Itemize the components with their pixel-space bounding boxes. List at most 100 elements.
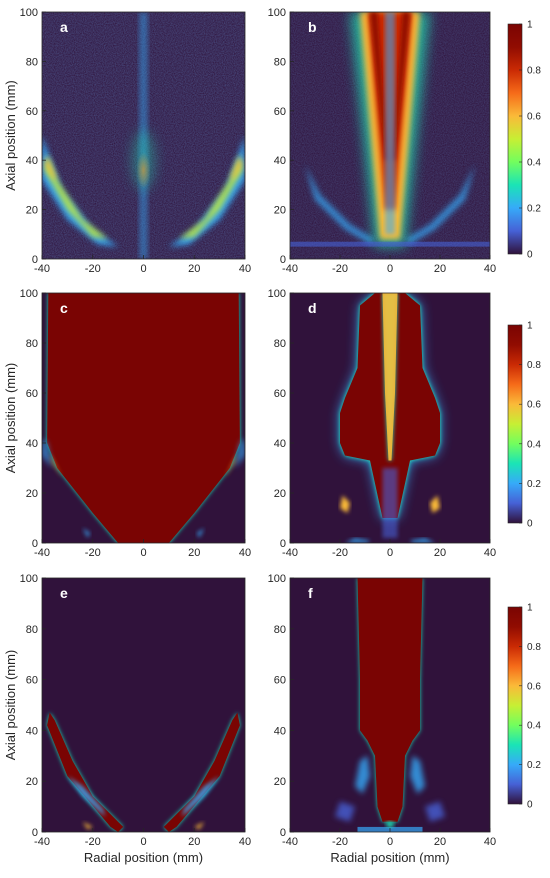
x-axis-label: Radial position (mm)	[84, 850, 203, 865]
x-tick-label: 40	[484, 547, 496, 559]
colorbar-tick-label: 0.2	[527, 204, 541, 215]
y-tick-label: 60	[26, 675, 38, 687]
y-tick-label: 60	[274, 675, 286, 687]
x-tick-label: -20	[332, 263, 348, 275]
y-tick-label: 40	[26, 155, 38, 167]
x-tick-label: 20	[188, 263, 200, 275]
panel-letter: d	[308, 300, 317, 316]
x-tick-label: -40	[282, 263, 298, 275]
panel-f: 0 20 40 60 80 100 -40 -20 0 20 40 f Radial position …	[268, 573, 496, 865]
base-scatter	[425, 801, 445, 822]
base-spot	[410, 538, 435, 543]
y-tick-label: 60	[26, 388, 38, 400]
y-tick-label: 80	[26, 56, 38, 68]
colorbar: 0 0.2 0.4 0.6 0.8 1	[507, 20, 541, 261]
y-tick-label: 0	[280, 538, 286, 550]
colorbar-gradient	[507, 23, 523, 255]
x-tick-label: 0	[140, 263, 146, 275]
y-axis-label: Axial position (mm)	[3, 80, 18, 191]
y-tick-label: 40	[274, 438, 286, 450]
panel-letter: a	[60, 19, 68, 35]
side-plume	[355, 755, 370, 794]
band-gap	[67, 776, 106, 817]
colorbar-tick-label: 0.4	[527, 439, 541, 450]
x-tick-label: -40	[282, 547, 298, 559]
y-tick-label: 40	[274, 155, 286, 167]
x-axis-label: Radial position (mm)	[330, 850, 449, 865]
y-tick-label: 80	[26, 624, 38, 636]
y-tick-label: 100	[20, 7, 38, 19]
colorbar-tick-label: 1	[527, 20, 533, 31]
x-tick-label: 40	[239, 836, 251, 848]
panel-b: 0 20 40 60 80 100 -40 -20 0 20 40 b	[268, 7, 496, 275]
edge-fringe	[42, 438, 53, 468]
y-tick-label: 80	[274, 338, 286, 350]
colorbar-gradient	[507, 606, 523, 805]
x-tick-label: -40	[34, 836, 50, 848]
panel-a: 0 20 40 60 80 100 -40 -20 0 20 40 a Axial position (…	[3, 7, 251, 275]
x-tick-label: 40	[239, 547, 251, 559]
colorbar-tick-label: 0.4	[527, 721, 541, 732]
x-tick-label: 0	[387, 263, 393, 275]
colorbar-tick-label: 1	[527, 603, 533, 614]
y-tick-label: 20	[274, 488, 286, 500]
y-tick-label: 60	[26, 106, 38, 118]
colorbar-tick-label: 0.6	[527, 681, 541, 692]
y-tick-label: 20	[26, 205, 38, 217]
saturated-column	[357, 578, 423, 822]
panel-letter: f	[308, 585, 313, 601]
panel-e-image	[42, 578, 245, 832]
band-gap	[181, 776, 220, 817]
y-axis-label: Axial position (mm)	[3, 650, 18, 761]
colorbar-tick-label: 0.6	[527, 112, 541, 123]
x-tick-label: 40	[484, 263, 496, 275]
y-tick-label: 20	[26, 776, 38, 788]
panel-b-image	[290, 12, 490, 259]
spray-wing-peak	[229, 155, 243, 180]
y-tick-label: 40	[26, 438, 38, 450]
saturated-band	[163, 712, 240, 832]
band-tail	[82, 821, 93, 830]
y-tick-label: 40	[26, 725, 38, 737]
edge-fringe	[234, 438, 245, 468]
y-tick-label: 0	[32, 538, 38, 550]
saturated-band	[47, 712, 124, 832]
x-tick-label: 20	[188, 836, 200, 848]
y-tick-label: 100	[268, 288, 286, 300]
lower-stem	[382, 468, 398, 538]
base-line	[290, 241, 490, 247]
panel-d: 0 20 40 60 80 100 -40 -20 0 20 40 d	[268, 288, 496, 559]
x-tick-label: 0	[387, 547, 393, 559]
saturated-region	[47, 293, 240, 543]
central-glow	[131, 130, 156, 191]
panel-e: 0 20 40 60 80 100 -40 -20 0 20 40 e Axial position (…	[3, 573, 251, 865]
colorbar-tick-label: 0	[527, 250, 533, 261]
panel-letter: e	[60, 585, 68, 601]
side-plume	[410, 755, 425, 794]
side-spot	[340, 495, 350, 513]
y-tick-label: 80	[274, 56, 286, 68]
jet-axis-streak	[385, 12, 395, 235]
colorbar-tick-label: 0	[527, 519, 533, 530]
y-tick-label: 0	[32, 254, 38, 266]
x-tick-label: 0	[140, 547, 146, 559]
panel-a-image	[42, 12, 245, 259]
colorbar-tick-label: 0.6	[527, 400, 541, 411]
x-tick-label: 20	[188, 547, 200, 559]
y-tick-label: 100	[20, 288, 38, 300]
panel-f-image	[290, 578, 490, 832]
x-tick-label: -20	[85, 547, 101, 559]
y-tick-label: 60	[274, 106, 286, 118]
x-tick-label: -20	[332, 547, 348, 559]
y-tick-label: 0	[280, 254, 286, 266]
colorbar-tick-label: 1	[527, 321, 533, 332]
base-scatter	[335, 801, 355, 822]
colorbar-tick-label: 0	[527, 800, 533, 811]
y-tick-label: 20	[26, 488, 38, 500]
colorbar-gradient	[507, 324, 523, 524]
panel-letter: b	[308, 19, 317, 35]
y-tick-label: 40	[274, 725, 286, 737]
jet-core-edge	[370, 12, 388, 161]
x-tick-label: 20	[434, 263, 446, 275]
spray-wing	[405, 165, 475, 245]
